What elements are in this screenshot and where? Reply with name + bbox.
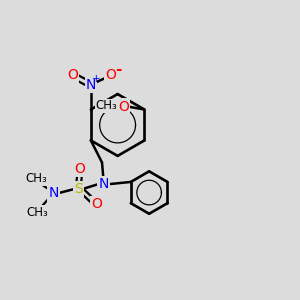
Text: N: N [85, 78, 96, 92]
Text: +: + [92, 74, 101, 84]
Text: O: O [118, 100, 129, 114]
Text: N: N [98, 177, 109, 191]
Text: -: - [115, 62, 122, 77]
Text: O: O [105, 68, 116, 82]
Text: O: O [67, 68, 78, 82]
Text: CH₃: CH₃ [27, 206, 48, 219]
Text: CH₃: CH₃ [96, 100, 118, 112]
Text: O: O [91, 197, 102, 211]
Text: CH₃: CH₃ [25, 172, 47, 185]
Text: S: S [74, 182, 83, 196]
Text: O: O [74, 162, 86, 176]
Text: N: N [48, 186, 59, 200]
